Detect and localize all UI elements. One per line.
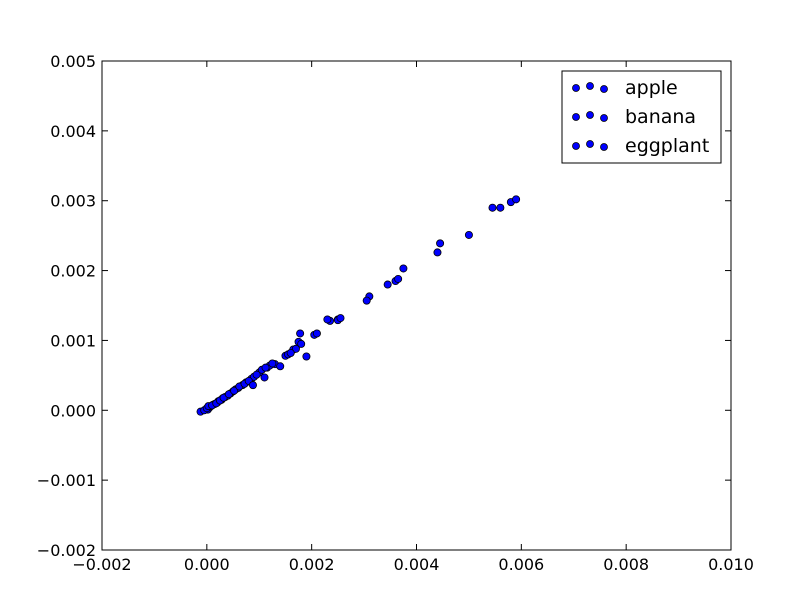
- legend-label-eggplant: eggplant: [625, 135, 709, 157]
- data-point-banana-20: [362, 296, 371, 305]
- data-point-banana-16: [296, 329, 305, 338]
- data-point-eggplant-14: [268, 359, 277, 368]
- y-tick-label: −0.002: [37, 541, 96, 560]
- data-point-banana-22: [436, 239, 445, 248]
- legend-marker: [572, 142, 580, 150]
- data-point-banana-17: [312, 329, 321, 338]
- data-point-eggplant-18: [323, 315, 332, 324]
- legend-marker: [600, 143, 608, 151]
- y-tick-label: 0.004: [50, 122, 96, 141]
- data-point-eggplant-16: [297, 339, 306, 348]
- y-tick-label: 0.005: [50, 52, 96, 71]
- data-point-apple-24: [464, 230, 473, 239]
- legend-marker: [600, 85, 608, 93]
- data-point-apple-25: [488, 203, 497, 212]
- y-tick-label: 0.002: [50, 262, 96, 281]
- data-point-banana-13: [276, 362, 285, 371]
- y-tick-label: 0.001: [50, 331, 96, 350]
- y-tick-label: 0.000: [50, 401, 96, 420]
- data-point-eggplant-19: [399, 264, 408, 273]
- x-tick-label: 0.006: [498, 555, 544, 574]
- data-point-apple-21: [383, 280, 392, 289]
- x-tick-label: 0.004: [394, 555, 440, 574]
- x-tick-label: 0.008: [603, 555, 649, 574]
- legend-entry-eggplant: eggplant: [572, 135, 709, 157]
- legend-marker: [572, 113, 580, 121]
- data-point-banana-23: [496, 203, 505, 212]
- legend: apple banana eggplant: [561, 70, 722, 164]
- legend-entry-apple: apple: [572, 77, 678, 99]
- data-point-banana-21: [394, 274, 403, 283]
- x-tick-label: 0.000: [184, 555, 230, 574]
- legend-entry-banana: banana: [572, 106, 696, 128]
- y-tick-label: 0.003: [50, 192, 96, 211]
- x-tick-label: 0.010: [708, 555, 754, 574]
- data-point-eggplant-6: [230, 386, 239, 395]
- x-tick-label: 0.002: [289, 555, 335, 574]
- data-point-eggplant-15: [286, 348, 295, 357]
- data-point-apple-23: [433, 248, 442, 257]
- data-point-eggplant-17: [302, 352, 311, 361]
- legend-label-banana: banana: [625, 106, 696, 128]
- legend-marker: [600, 114, 608, 122]
- x-tick-label: −0.002: [72, 555, 131, 574]
- legend-marker: [586, 82, 594, 90]
- data-point-eggplant-10: [248, 381, 257, 390]
- legend-marker: [586, 140, 594, 148]
- data-point-eggplant-12: [260, 373, 269, 382]
- legend-label-apple: apple: [625, 77, 678, 99]
- y-tick-label: −0.001: [37, 471, 96, 490]
- points-layer: [196, 195, 521, 416]
- axis-layer: −0.002 0.000 0.002 0.004 0.006 0.008 0.010 −0.0…: [37, 52, 754, 574]
- data-point-banana-19: [336, 314, 345, 323]
- data-point-banana-24: [512, 195, 521, 204]
- data-point-banana-15: [291, 344, 300, 353]
- legend-marker: [586, 111, 594, 119]
- data-point-eggplant-11: [252, 370, 261, 379]
- legend-marker: [572, 84, 580, 92]
- data-point-eggplant-13: [261, 363, 270, 372]
